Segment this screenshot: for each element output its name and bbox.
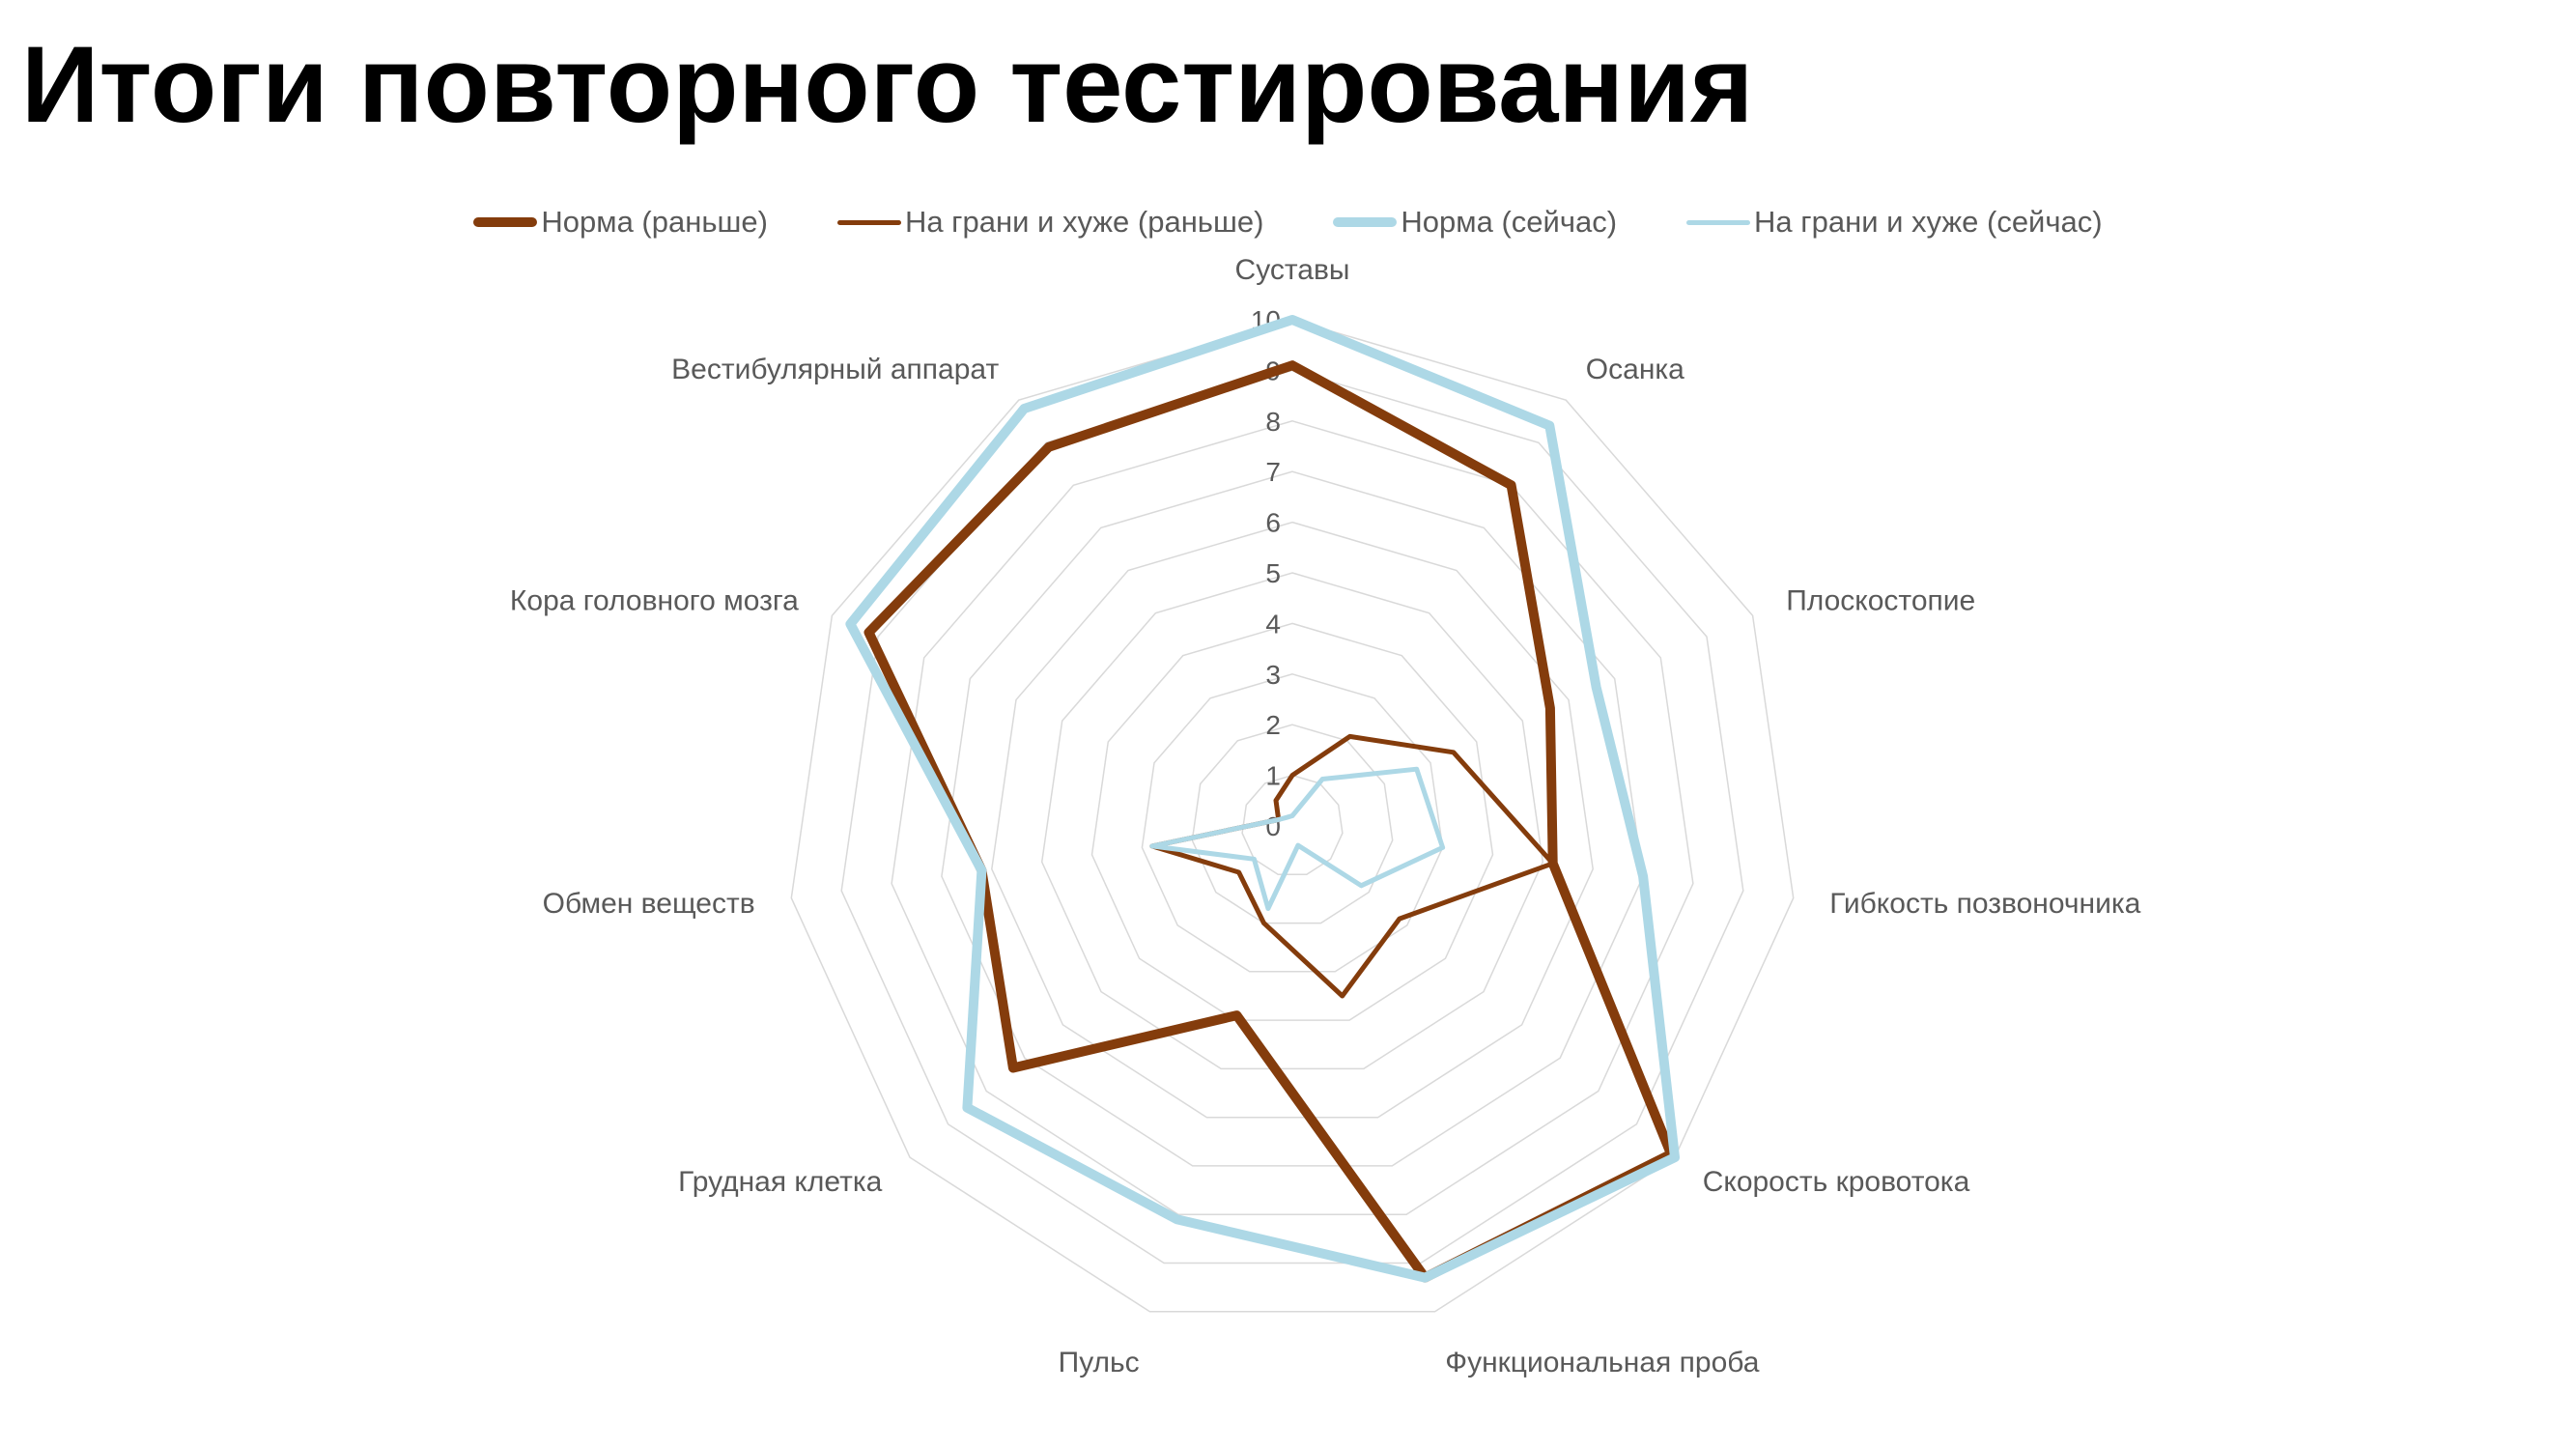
tick-label: 2 — [1265, 710, 1281, 740]
grid-ring — [840, 369, 1744, 1264]
legend-swatch — [473, 217, 538, 227]
tick-label: 5 — [1265, 558, 1281, 588]
series-line — [845, 315, 1680, 1283]
tick-label: 6 — [1265, 508, 1281, 538]
legend-label: Норма (сейчас) — [1401, 205, 1618, 239]
tick-label: 8 — [1265, 407, 1281, 437]
grid-ring — [891, 420, 1694, 1215]
grid-ring — [991, 521, 1594, 1119]
legend-label: Норма (раньше) — [541, 205, 768, 239]
grid-ring — [1191, 724, 1394, 924]
legend-item: Норма (сейчас) — [1333, 205, 1617, 240]
tick-label: 1 — [1265, 761, 1281, 791]
series-line — [1149, 766, 1446, 911]
category-label: Гибкость позвоночника — [1829, 888, 2140, 920]
legend-item: На грани и хуже (раньше) — [836, 205, 1264, 240]
slide-title: Итоги повторного тестирования — [21, 24, 1754, 145]
legend-item: Норма (раньше) — [473, 205, 768, 240]
category-label: Плоскостопие — [1786, 585, 1975, 617]
legend-label: На грани и хуже (сейчас) — [1754, 205, 2103, 239]
category-label: Кора головного мозга — [510, 585, 799, 617]
tick-label: 3 — [1265, 660, 1281, 690]
legend-swatch — [836, 219, 901, 225]
category-label: Суставы — [1235, 254, 1350, 286]
legend-item: На грани и хуже (сейчас) — [1686, 205, 2103, 240]
category-label: Осанка — [1586, 354, 1684, 385]
category-label: Вестибулярный аппарат — [671, 354, 999, 385]
grid-ring — [1141, 673, 1444, 973]
category-label: Пульс — [1059, 1347, 1140, 1378]
legend-swatch — [1333, 217, 1398, 227]
legend-label: На грани и хуже (раньше) — [904, 205, 1264, 239]
grid-ring — [1090, 622, 1494, 1021]
grid-ring — [1241, 774, 1344, 876]
grid-ring — [790, 319, 1795, 1313]
category-label: Грудная клетка — [678, 1166, 882, 1198]
tick-label: 4 — [1265, 609, 1281, 639]
category-label: Функциональная проба — [1445, 1347, 1759, 1378]
series-line — [863, 360, 1677, 1283]
grid-ring — [1040, 572, 1544, 1070]
tick-label: 7 — [1265, 457, 1281, 487]
category-label: Обмен веществ — [543, 888, 755, 920]
chart-legend: Норма (раньше) На грани и хуже (раньше) Но… — [0, 198, 2576, 246]
series-line — [1149, 733, 1556, 999]
legend-swatch — [1686, 219, 1751, 225]
category-label: Скорость кровотока — [1703, 1166, 1970, 1198]
